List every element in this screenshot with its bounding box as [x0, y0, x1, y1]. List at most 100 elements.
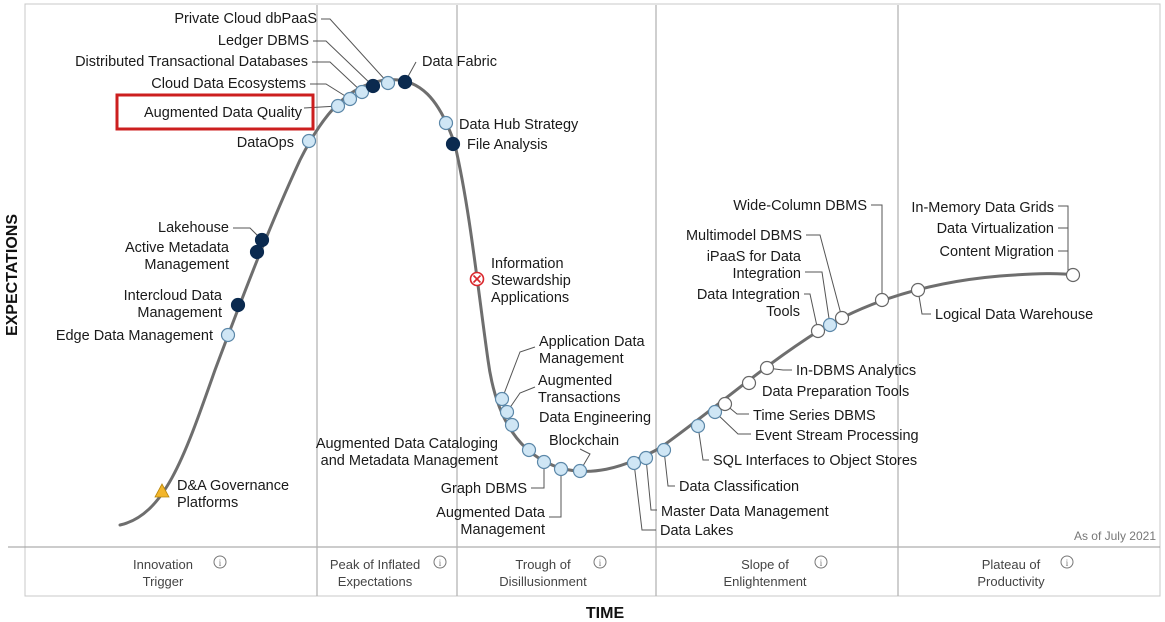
label-d-a-governance: Platforms	[177, 495, 238, 511]
label-intercloud-data-management: Management	[137, 305, 222, 321]
label-information-stewardship-applications: Applications	[491, 290, 569, 306]
leader-line-sql-interfaces-to-object-stores	[697, 425, 709, 461]
marker-wide-column-dbms[interactable]	[874, 292, 890, 308]
marker-augmented-data-quality[interactable]	[330, 98, 346, 114]
leader-line	[1058, 205, 1069, 272]
label-data-integration-tools: Tools	[766, 304, 800, 320]
label-wide-column-dbms: Wide-Column DBMS	[733, 198, 867, 214]
marker-in-memory-data-grids[interactable]	[1065, 267, 1081, 283]
label-application-data-management: Application Data	[539, 334, 646, 350]
marker-data-preparation-tools[interactable]	[741, 375, 757, 391]
marker-event-stream-processing[interactable]	[707, 404, 723, 420]
label-augmented-data-management: Management	[460, 522, 545, 538]
chart-frame	[24, 3, 1161, 597]
label-in-memory-data-grids: In-Memory Data Grids	[911, 200, 1054, 216]
label-sql-interfaces-to-object-stores: SQL Interfaces to Object Stores	[713, 453, 917, 469]
marker-master-data-management[interactable]	[638, 450, 654, 466]
info-icon[interactable]: i	[213, 555, 227, 569]
marker-data-hub-strategy[interactable]	[438, 115, 454, 131]
marker-lakehouse[interactable]	[254, 232, 270, 248]
label-distributed-transactional-databases: Distributed Transactional Databases	[75, 54, 308, 70]
phase-label-innovation-trigger: Innovation	[133, 557, 193, 572]
marker-application-data-management[interactable]	[494, 391, 510, 407]
svg-text:i: i	[599, 558, 602, 568]
label-ledger-dbms: Ledger DBMS	[218, 33, 309, 49]
leader-line-logical-data-warehouse	[917, 289, 931, 315]
label-data-hub-strategy: Data Hub Strategy	[459, 117, 579, 133]
label-intercloud-data-management: Intercloud Data	[124, 288, 223, 304]
technology-markers	[154, 74, 1081, 498]
label-edge-data-management: Edge Data Management	[56, 328, 213, 344]
label-active-metadata-management: Management	[144, 257, 229, 273]
label-augmented-data-cataloging: and Metadata Management	[321, 453, 498, 469]
marker-data-fabric[interactable]	[397, 74, 413, 90]
label-multimodel-dbms: Multimodel DBMS	[686, 228, 802, 244]
leader-line-private-cloud-dbpaas	[321, 18, 389, 84]
marker-augmented-data-cataloging[interactable]	[521, 442, 537, 458]
phase-label-peak: Expectations	[338, 574, 413, 589]
marker-active-metadata-management[interactable]	[249, 244, 265, 260]
marker-cloud-data-ecosystems[interactable]	[342, 91, 358, 107]
label-augmented-data-management: Augmented Data	[436, 505, 546, 521]
leader-line-data-classification	[663, 449, 675, 487]
label-in-dbms-analytics: In-DBMS Analytics	[796, 363, 916, 379]
label-augmented-transactions: Augmented	[538, 373, 612, 389]
marker-logical-data-warehouse[interactable]	[910, 282, 926, 298]
marker-distributed-transactional-databases[interactable]	[354, 84, 370, 100]
marker-information-stewardship-applications[interactable]	[469, 271, 485, 287]
info-icon[interactable]: i	[814, 555, 828, 569]
phase-label-trough: Trough of	[515, 557, 571, 572]
marker-d-a-governance[interactable]	[154, 483, 170, 498]
marker-ipaas-for-data-integration[interactable]	[822, 317, 838, 333]
label-d-a-governance: D&A Governance	[177, 478, 289, 494]
info-icon[interactable]: i	[433, 555, 447, 569]
label-application-data-management: Management	[539, 351, 624, 367]
marker-ledger-dbms[interactable]	[365, 78, 381, 94]
phase-dividers	[316, 5, 899, 596]
marker-file-analysis[interactable]	[445, 136, 461, 152]
label-file-analysis: File Analysis	[467, 137, 548, 153]
y-axis-title: EXPECTATIONS	[4, 214, 21, 336]
label-content-migration: Content Migration	[940, 244, 1054, 260]
info-icon[interactable]: i	[1060, 555, 1074, 569]
label-ipaas-for-data-integration: iPaaS for Data	[707, 249, 802, 265]
phase-label-slope: Enlightenment	[723, 574, 806, 589]
marker-dataops[interactable]	[301, 133, 317, 149]
label-data-engineering: Data Engineering	[539, 410, 651, 426]
label-event-stream-processing: Event Stream Processing	[755, 428, 919, 444]
leader-line-augmented-data-management	[549, 469, 562, 518]
marker-time-series-dbms[interactable]	[717, 396, 733, 412]
marker-blockchain[interactable]	[572, 463, 588, 479]
marker-multimodel-dbms[interactable]	[834, 310, 850, 326]
marker-edge-data-management[interactable]	[220, 327, 236, 343]
label-lakehouse: Lakehouse	[158, 220, 229, 236]
marker-intercloud-data-management[interactable]	[230, 297, 246, 313]
marker-in-dbms-analytics[interactable]	[759, 360, 775, 376]
svg-text:i: i	[219, 558, 222, 568]
leader-line-cloud-data-ecosystems	[310, 83, 351, 100]
marker-data-lakes[interactable]	[626, 455, 642, 471]
marker-graph-dbms[interactable]	[536, 454, 552, 470]
marker-data-classification[interactable]	[656, 442, 672, 458]
label-cloud-data-ecosystems: Cloud Data Ecosystems	[151, 76, 306, 92]
leader-line-augmented-transactions	[506, 386, 536, 413]
marker-data-integration-tools[interactable]	[810, 323, 826, 339]
highlight-box	[115, 93, 315, 131]
label-blockchain: Blockchain	[549, 433, 619, 449]
marker-private-cloud-dbpaas[interactable]	[380, 75, 396, 91]
leader-line-event-stream-processing	[714, 411, 751, 435]
leader-line-ipaas-for-data-integration	[805, 271, 831, 326]
svg-text:i: i	[1066, 558, 1069, 568]
info-icon[interactable]: i	[593, 555, 607, 569]
leader-line-data-lakes	[633, 462, 656, 531]
marker-augmented-data-management[interactable]	[553, 461, 569, 477]
label-dataops: DataOps	[237, 135, 294, 151]
marker-data-engineering[interactable]	[504, 417, 520, 433]
label-data-integration-tools: Data Integration	[697, 287, 800, 303]
leader-line-graph-dbms	[531, 462, 545, 489]
marker-augmented-transactions[interactable]	[499, 404, 515, 420]
label-information-stewardship-applications: Information	[491, 256, 564, 272]
label-data-lakes: Data Lakes	[660, 523, 733, 539]
marker-sql-interfaces-to-object-stores[interactable]	[690, 418, 706, 434]
